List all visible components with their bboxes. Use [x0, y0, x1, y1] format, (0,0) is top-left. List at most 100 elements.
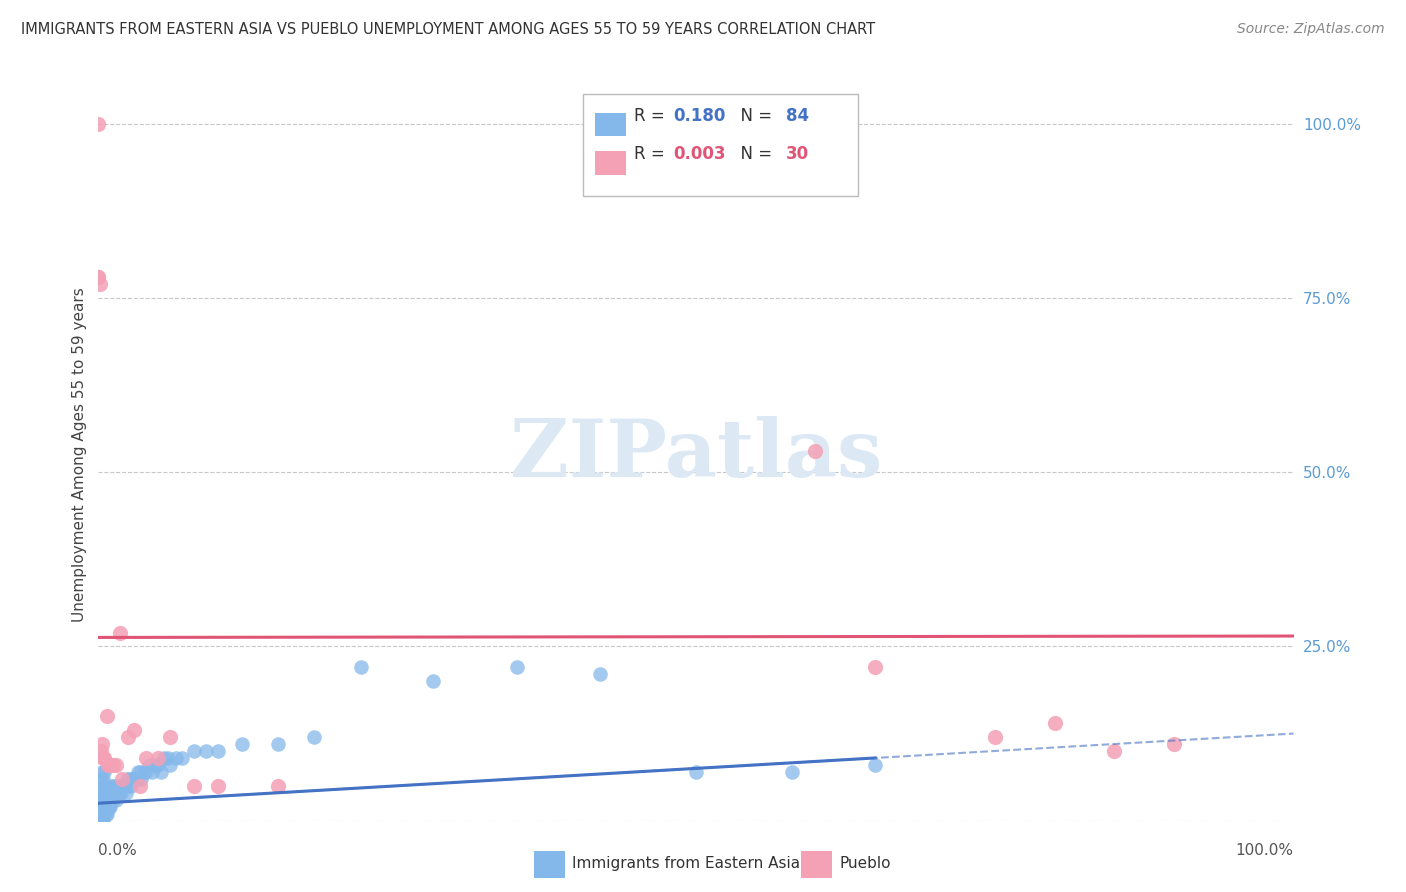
Point — [865, 758, 887, 772]
Point — [115, 772, 138, 786]
Point — [141, 764, 163, 779]
Point — [87, 270, 110, 285]
Text: R =: R = — [634, 145, 671, 163]
Point — [96, 709, 118, 723]
Point — [89, 786, 111, 800]
Point — [112, 779, 135, 793]
Point — [111, 779, 134, 793]
Point — [98, 758, 122, 772]
Point — [124, 723, 146, 737]
Point — [90, 744, 112, 758]
Point — [183, 744, 205, 758]
Point — [156, 751, 179, 765]
Point — [114, 779, 136, 793]
Point — [96, 793, 118, 807]
Point — [127, 764, 149, 779]
Text: 100.0%: 100.0% — [1236, 843, 1294, 858]
Point — [93, 806, 115, 821]
Point — [93, 764, 115, 779]
Point — [780, 764, 803, 779]
Point — [153, 751, 176, 765]
Point — [91, 772, 114, 786]
Point — [87, 270, 110, 285]
Point — [89, 814, 111, 828]
Point — [100, 779, 122, 793]
Point — [91, 764, 114, 779]
Point — [118, 772, 141, 786]
Point — [96, 806, 118, 821]
Point — [110, 786, 132, 800]
Point — [87, 117, 110, 131]
Text: 0.180: 0.180 — [673, 107, 725, 125]
Point — [865, 660, 887, 674]
Point — [101, 779, 124, 793]
Text: 0.003: 0.003 — [673, 145, 725, 163]
Point — [94, 806, 117, 821]
Point — [89, 799, 111, 814]
Text: N =: N = — [730, 145, 778, 163]
Point — [96, 779, 118, 793]
Point — [98, 799, 122, 814]
Point — [159, 730, 181, 744]
Point — [124, 772, 146, 786]
Point — [107, 786, 129, 800]
Point — [195, 744, 218, 758]
Point — [97, 758, 120, 772]
Point — [267, 779, 290, 793]
Point — [125, 772, 148, 786]
Point — [100, 793, 122, 807]
Text: Immigrants from Eastern Asia: Immigrants from Eastern Asia — [572, 856, 800, 871]
Point — [91, 779, 114, 793]
Point — [122, 772, 145, 786]
Point — [984, 730, 1007, 744]
Point — [90, 772, 112, 786]
Point — [1104, 744, 1126, 758]
Point — [121, 772, 143, 786]
Point — [91, 751, 114, 765]
Point — [93, 779, 115, 793]
Point — [93, 751, 115, 765]
Point — [89, 277, 111, 292]
Point — [506, 660, 529, 674]
Point — [105, 779, 128, 793]
Text: ZIPatlas: ZIPatlas — [510, 416, 882, 494]
Point — [148, 751, 170, 765]
Point — [93, 793, 115, 807]
Point — [422, 674, 444, 689]
Point — [115, 786, 138, 800]
Text: 0.0%: 0.0% — [98, 843, 138, 858]
Point — [104, 786, 127, 800]
Point — [90, 786, 112, 800]
Point — [98, 799, 121, 814]
Point — [90, 799, 112, 814]
Point — [111, 772, 134, 786]
Point — [589, 667, 612, 681]
Point — [91, 786, 114, 800]
Point — [129, 779, 152, 793]
Point — [120, 779, 142, 793]
Point — [231, 737, 253, 751]
Point — [302, 730, 325, 744]
Point — [207, 779, 229, 793]
Point — [98, 786, 121, 800]
Point — [91, 814, 114, 828]
Point — [129, 764, 152, 779]
Point — [267, 737, 290, 751]
Point — [138, 758, 160, 772]
Point — [172, 751, 194, 765]
Point — [207, 744, 229, 758]
Text: 84: 84 — [786, 107, 808, 125]
Point — [97, 799, 120, 814]
Point — [117, 779, 139, 793]
Point — [107, 786, 129, 800]
Point — [108, 625, 131, 640]
Point — [105, 758, 128, 772]
Point — [1163, 737, 1185, 751]
Y-axis label: Unemployment Among Ages 55 to 59 years: Unemployment Among Ages 55 to 59 years — [72, 287, 87, 623]
Point — [91, 793, 114, 807]
Point — [183, 779, 205, 793]
Point — [91, 799, 114, 814]
Text: N =: N = — [730, 107, 778, 125]
Point — [685, 764, 707, 779]
Point — [105, 793, 128, 807]
